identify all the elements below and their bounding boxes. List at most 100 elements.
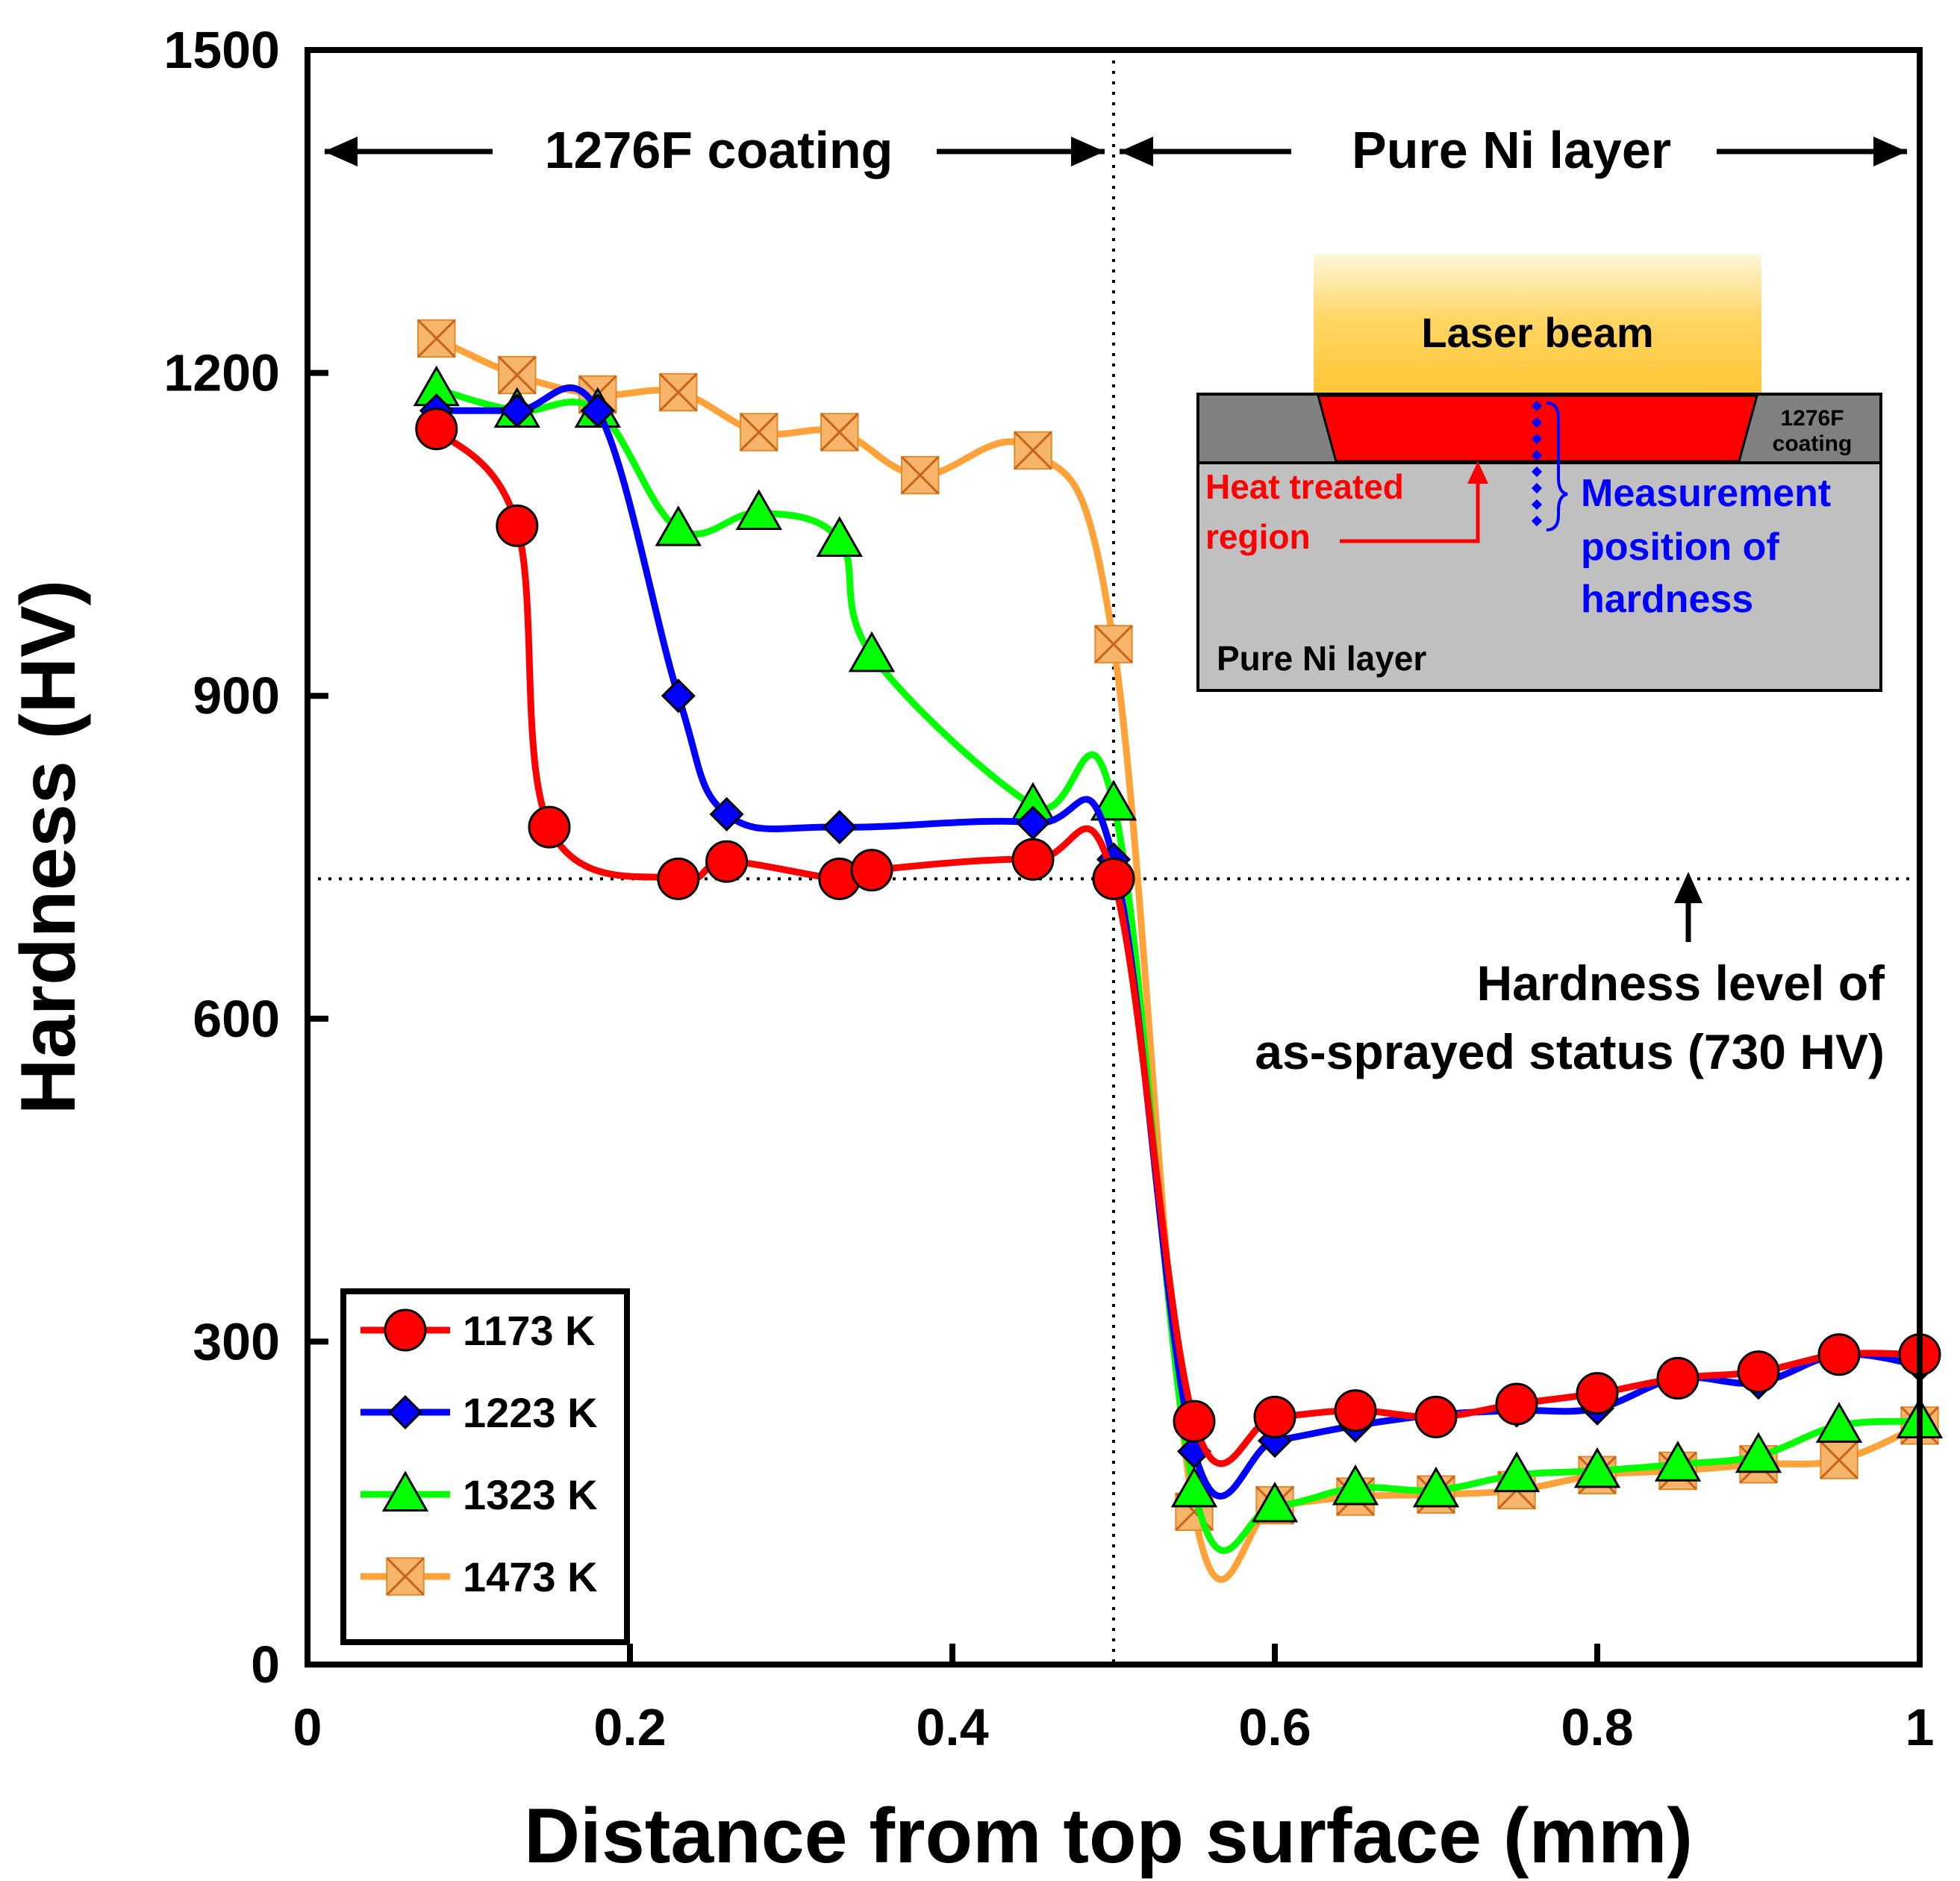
data-point-1323-k-17 xyxy=(1815,1402,1863,1443)
legend-item-1473-k: 1473 K xyxy=(361,1553,598,1600)
data-point-1473-k-8-cross-b xyxy=(1094,625,1133,664)
inset-schematic: Laser beam 1276F coating Heat treated re… xyxy=(1196,254,1882,692)
coating-label-line2: coating xyxy=(1773,431,1853,456)
y-tick-label: 1200 xyxy=(163,344,280,402)
data-point-1473-k-5 xyxy=(820,413,859,452)
data-point-1473-k-0 xyxy=(417,319,456,358)
data-point-1473-k-4-cross-b xyxy=(740,413,778,452)
data-point-1473-k-1-cross-b xyxy=(498,355,537,395)
data-point-1473-k-5-cross-b xyxy=(820,413,859,452)
hardness-level-text-1: Hardness level of xyxy=(1476,955,1885,1011)
y-axis-label: Hardness (HV) xyxy=(5,580,92,1115)
hardness-level-arrowhead xyxy=(1674,872,1702,903)
laser-beam-label: Laser beam xyxy=(1421,309,1653,356)
data-point-1323-k-10 xyxy=(1251,1481,1299,1523)
measurement-label-2: position of xyxy=(1581,525,1779,569)
data-point-1323-k-13 xyxy=(1493,1451,1541,1493)
x-tick-label: 0.8 xyxy=(1561,1698,1633,1756)
x-tick-label: 0 xyxy=(293,1698,322,1756)
hardness-level-text-2: as-sprayed status (730 HV) xyxy=(1255,1024,1885,1079)
data-point-1173-k-1 xyxy=(496,504,539,547)
data-point-1173-k-4 xyxy=(705,840,749,883)
data-point-1223-k-4 xyxy=(709,796,744,832)
data-point-1323-k-11 xyxy=(1332,1464,1379,1506)
ni-region-label: Pure Ni layer xyxy=(1352,121,1671,179)
x-tick-label: 0.2 xyxy=(593,1698,666,1756)
data-point-1173-k-10 xyxy=(1253,1395,1296,1438)
legend-label-1473-k: 1473 K xyxy=(463,1553,598,1600)
heat-treated-zone xyxy=(1317,394,1758,463)
legend-marker-1323-k xyxy=(381,1470,429,1512)
data-point-1173-k-7 xyxy=(1011,837,1055,881)
data-point-1223-k-1 xyxy=(499,393,534,428)
x-tick-label: 1 xyxy=(1906,1698,1935,1756)
data-point-1223-k-5 xyxy=(822,810,857,845)
data-point-1173-k-16 xyxy=(1737,1350,1780,1394)
legend-item-1223-k: 1223 K xyxy=(361,1389,598,1436)
x-tick-label: 0.4 xyxy=(916,1698,988,1756)
data-point-1173-k-13 xyxy=(1495,1382,1538,1426)
data-point-1473-k-7 xyxy=(1014,431,1052,470)
data-point-1173-k-14 xyxy=(1576,1372,1619,1415)
data-point-1173-k-12 xyxy=(1414,1395,1458,1438)
series-1173-k xyxy=(415,408,1941,1467)
data-point-1173-k-0 xyxy=(415,408,458,451)
data-point-1323-k-12 xyxy=(1412,1466,1460,1508)
data-point-1473-k-7-cross-b xyxy=(1014,431,1052,470)
data-point-1173-k-6 xyxy=(850,849,893,892)
laser-beam xyxy=(1314,254,1761,394)
legend-marker-1173-k xyxy=(384,1308,427,1352)
data-point-1473-k-17 xyxy=(1820,1441,1858,1479)
coating-region-label: 1276F coating xyxy=(545,121,893,179)
legend-marker-1473-k-cross-b xyxy=(386,1557,425,1596)
data-point-1323-k-8 xyxy=(1090,779,1137,821)
ni-arrowhead-right xyxy=(1873,137,1907,166)
hardness-level-annotation: Hardness level of as-sprayed status (730… xyxy=(1255,872,1885,1079)
data-point-1473-k-3 xyxy=(659,372,698,412)
data-point-1223-k-3 xyxy=(661,679,696,714)
data-point-1323-k-16 xyxy=(1735,1432,1782,1473)
data-point-1173-k-15 xyxy=(1656,1356,1700,1400)
y-tick-label: 600 xyxy=(193,990,280,1048)
heat-treated-label-2: region xyxy=(1205,517,1311,556)
measurement-label-3: hardness xyxy=(1581,578,1753,621)
data-point-1473-k-0-cross-b xyxy=(417,319,456,358)
x-axis-label: Distance from top surface (mm) xyxy=(524,1793,1693,1880)
legend-label-1323-k: 1323 K xyxy=(463,1471,598,1518)
data-point-1173-k-8 xyxy=(1092,857,1135,900)
legend-items: 1173 K 1223 K 1323 K 1473 K xyxy=(361,1307,598,1600)
y-tick-label: 1500 xyxy=(163,21,280,79)
measurement-brace xyxy=(1546,402,1568,531)
data-point-1323-k-4 xyxy=(735,489,782,531)
heat-treated-label-1: Heat treated xyxy=(1205,467,1404,506)
y-tick-label: 0 xyxy=(251,1635,280,1694)
data-point-1473-k-8 xyxy=(1094,625,1133,664)
x-tick-label: 0.6 xyxy=(1238,1698,1311,1756)
data-point-1473-k-17-cross-b xyxy=(1820,1441,1858,1479)
data-point-1473-k-4 xyxy=(740,413,778,452)
series-layer xyxy=(413,319,1944,1583)
data-point-1173-k-17 xyxy=(1817,1333,1861,1376)
heat-treated-arrow-line xyxy=(1340,478,1480,543)
legend: 1173 K 1223 K 1323 K 1473 K xyxy=(340,1288,630,1645)
ni-arrowhead-left xyxy=(1120,137,1153,166)
data-point-1473-k-6-cross-b xyxy=(901,455,940,495)
axes-layer: 0 300 600 900 1200 1500 0 0.2 0.4 0.6 0.8 1 xyxy=(163,21,1934,1756)
data-point-1173-k-2 xyxy=(528,805,571,849)
coating-arrowhead-right xyxy=(1071,137,1105,166)
data-point-1173-k-9 xyxy=(1173,1400,1216,1443)
legend-label-1173-k: 1173 K xyxy=(463,1307,596,1354)
ni-layer-block xyxy=(1196,461,1882,692)
legend-marker-1223-k xyxy=(387,1394,423,1430)
data-point-1323-k-15 xyxy=(1654,1441,1702,1482)
data-point-1173-k-11 xyxy=(1334,1389,1377,1432)
data-point-1473-k-6 xyxy=(901,455,940,495)
measurement-label-1: Measurement xyxy=(1581,472,1831,515)
coating-arrowhead-left xyxy=(324,137,358,166)
region-annotations: 1276F coating Pure Ni layer xyxy=(324,121,1907,179)
y-tick-label: 900 xyxy=(193,667,280,725)
legend-item-1173-k: 1173 K xyxy=(361,1307,596,1354)
data-point-1323-k-5 xyxy=(816,516,863,558)
data-point-1173-k-3 xyxy=(657,857,700,900)
